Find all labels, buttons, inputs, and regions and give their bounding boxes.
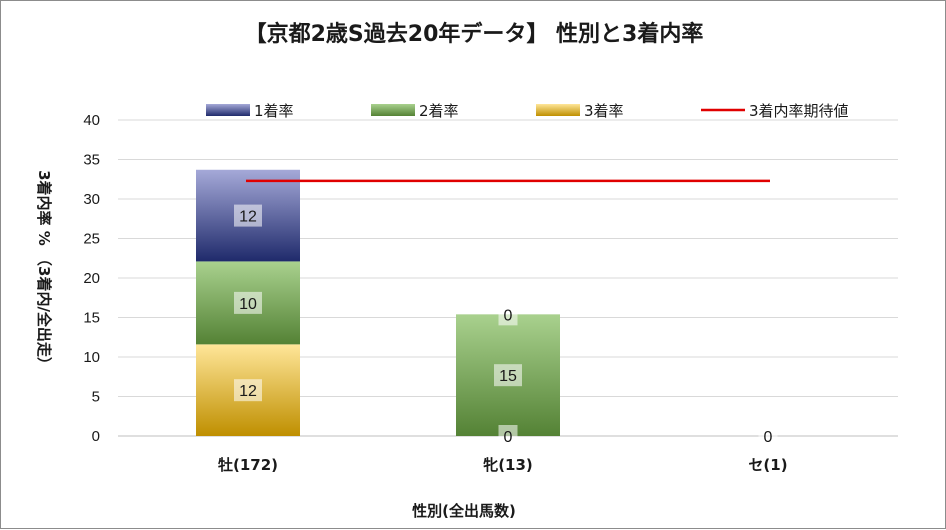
y-tick-label: 40: [83, 112, 100, 129]
data-label: 12: [239, 209, 257, 226]
data-label: 15: [499, 368, 517, 385]
legend: 1着率 2着率 3着率 3着内率期待値: [206, 102, 849, 120]
x-category-label: 牝(13): [483, 456, 533, 474]
x-axis-categories: 牡(172) 牝(13) セ(1): [218, 456, 788, 474]
y-tick-label: 15: [83, 310, 100, 327]
data-label: 12: [239, 383, 257, 400]
chart-title: 【京都2歳S過去20年データ】 性別と3着内率: [245, 21, 704, 47]
y-tick-label: 25: [83, 231, 100, 248]
x-category-label: セ(1): [748, 456, 787, 474]
data-label: 10: [239, 296, 257, 313]
data-label-bg: [758, 425, 778, 447]
data-label-bg: [234, 379, 262, 402]
legend-label: 3着率: [584, 102, 624, 120]
legend-label: 2着率: [419, 102, 459, 120]
y-axis-title: 3着内率 % （3着内/全出走）: [35, 170, 53, 372]
legend-swatch: [536, 104, 580, 116]
y-tick-label: 35: [83, 152, 100, 169]
y-tick-label: 0: [92, 428, 100, 445]
y-tick-label: 5: [92, 389, 100, 406]
data-label-bg: [234, 204, 262, 227]
data-label: 0: [504, 429, 513, 446]
y-tick-label: 30: [83, 191, 100, 208]
data-label-bg: [494, 364, 522, 387]
data-label: 0: [764, 429, 773, 446]
legend-label: 1着率: [254, 102, 294, 120]
x-category-label: 牡(172): [218, 456, 278, 474]
data-label-bg: [234, 291, 262, 314]
data-label-bg: [498, 425, 518, 447]
legend-swatch: [371, 104, 415, 116]
y-tick-label: 20: [83, 270, 100, 287]
data-label-bg: [498, 303, 518, 326]
y-tick-label: 10: [83, 349, 100, 366]
data-labels: 12 0 0 10 15 12 0: [234, 204, 778, 447]
y-axis-ticks: 0 5 10 15 20 25 30 35 40: [83, 112, 100, 445]
legend-label: 3着内率期待値: [749, 102, 849, 120]
data-label: 0: [504, 307, 513, 324]
legend-swatch: [206, 104, 250, 116]
x-axis-title: 性別(全出馬数): [412, 502, 516, 520]
